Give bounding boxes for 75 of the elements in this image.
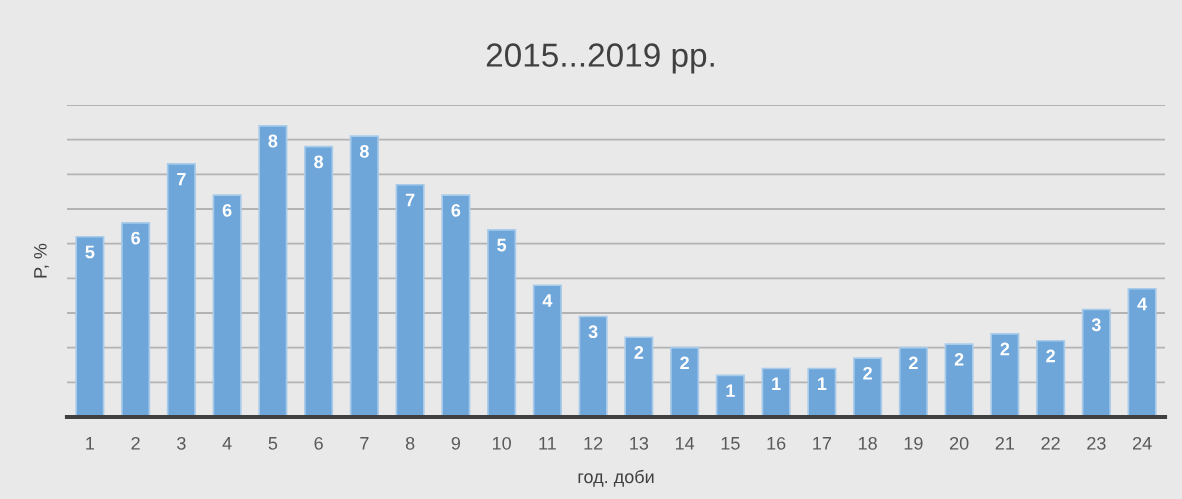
- bar: [441, 194, 471, 417]
- data-label: 3: [1091, 318, 1101, 332]
- data-label: 6: [222, 203, 232, 217]
- bar: [166, 163, 196, 417]
- data-label: 4: [542, 294, 553, 307]
- x-tick-label: 21: [995, 436, 1015, 450]
- x-tick-label: 14: [675, 437, 695, 450]
- x-tick-label: 5: [268, 437, 278, 450]
- bar: [853, 357, 883, 417]
- bar: [75, 235, 105, 417]
- x-tick-label: 7: [360, 437, 369, 450]
- data-label: 8: [314, 155, 324, 169]
- x-tick-label: 2: [131, 436, 140, 450]
- data-label: 2: [954, 353, 964, 366]
- x-tick-label: 18: [858, 436, 877, 450]
- data-label: 2: [1000, 342, 1010, 356]
- data-label: 1: [726, 384, 735, 397]
- data-label: 4: [1137, 297, 1148, 311]
- bar: [898, 346, 928, 417]
- x-tick-label: 16: [767, 436, 786, 450]
- x-tick-label: 19: [904, 436, 923, 450]
- x-tick-label: 10: [492, 436, 511, 450]
- x-tick-label: 12: [584, 436, 603, 450]
- data-label: 6: [131, 231, 140, 245]
- data-label: 7: [177, 172, 186, 186]
- bar: [715, 374, 745, 417]
- data-label: 8: [359, 145, 369, 158]
- bar: [807, 367, 837, 417]
- data-label: 2: [1046, 349, 1055, 363]
- data-label: 3: [588, 325, 598, 339]
- x-tick-label: 6: [314, 436, 323, 450]
- x-tick-label: 13: [630, 436, 649, 450]
- data-label: 7: [405, 193, 415, 207]
- data-label: 2: [908, 356, 918, 370]
- data-label: 2: [634, 346, 644, 359]
- bar: [1081, 308, 1111, 417]
- bar: [578, 315, 608, 417]
- x-tick-label: 15: [721, 437, 740, 450]
- bar: [395, 183, 425, 417]
- bar: [258, 124, 288, 417]
- data-label: 5: [85, 245, 95, 259]
- x-tick-label: 1: [86, 437, 95, 450]
- bar: [670, 346, 700, 417]
- bar: [349, 135, 379, 417]
- x-tick-label: 23: [1087, 436, 1106, 450]
- bar: [304, 145, 334, 417]
- x-tick-label: 24: [1132, 436, 1152, 450]
- bar: [1036, 339, 1066, 417]
- x-tick-label: 9: [451, 436, 461, 450]
- x-tick-label: 4: [222, 437, 232, 450]
- bar: [212, 194, 242, 417]
- bar: [1127, 287, 1157, 417]
- bar: [487, 228, 517, 417]
- bar: [944, 343, 974, 417]
- x-tick-label: 11: [539, 437, 556, 450]
- x-tick-label: 17: [813, 437, 832, 450]
- data-label: 6: [451, 203, 461, 217]
- data-label: 1: [772, 377, 781, 390]
- bar: [121, 222, 151, 417]
- data-label: 2: [863, 366, 872, 380]
- x-tick-label: 3: [177, 436, 186, 450]
- bar: [624, 336, 654, 417]
- x-tick-label: 20: [949, 436, 969, 450]
- data-label: 1: [817, 377, 827, 390]
- x-axis-title: год. доби: [578, 469, 654, 487]
- bar: [532, 284, 562, 417]
- data-label: 2: [680, 356, 689, 370]
- x-tick-label: 22: [1041, 436, 1060, 450]
- y-axis-title: P, %: [34, 243, 49, 278]
- bar: [761, 367, 791, 417]
- data-label: 5: [497, 238, 507, 252]
- data-label: 8: [268, 134, 278, 148]
- bar: [990, 332, 1020, 417]
- x-tick-label: 8: [405, 436, 415, 450]
- chart-title: 2015...2019 рр.: [486, 43, 714, 74]
